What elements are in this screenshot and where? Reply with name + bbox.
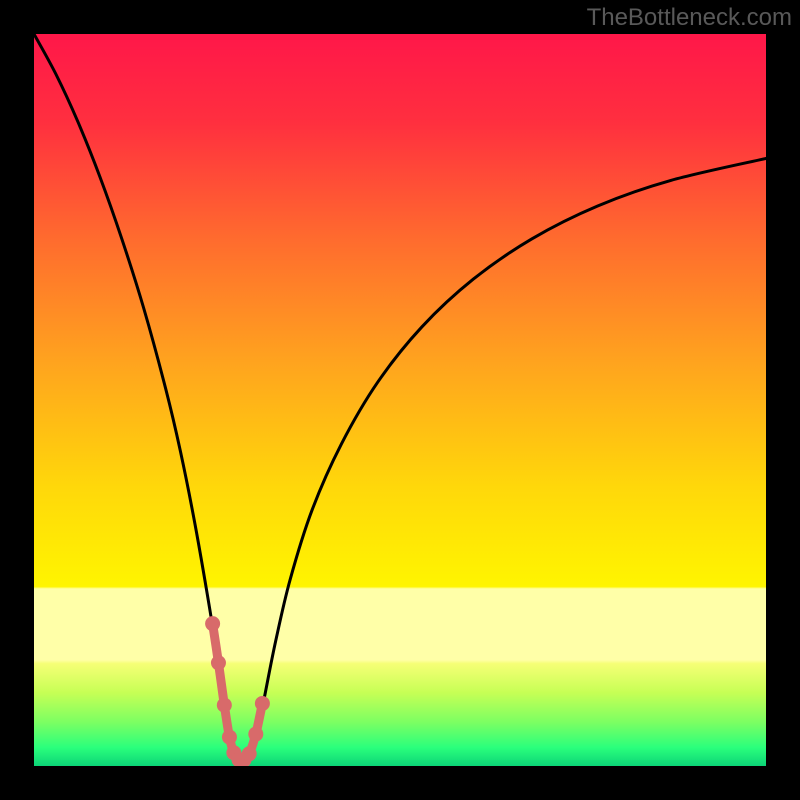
highlight-dot: [205, 616, 220, 631]
curve-layer: [34, 34, 766, 766]
watermark-text: TheBottleneck.com: [587, 4, 792, 32]
highlight-dot: [211, 655, 226, 670]
bottleneck-curve: [34, 34, 766, 765]
chart-frame: TheBottleneck.com: [0, 0, 800, 800]
highlight-dot: [222, 730, 237, 745]
highlight-dot: [217, 698, 232, 713]
highlight-dot: [248, 727, 263, 742]
highlight-dot: [255, 696, 270, 711]
highlight-dot: [242, 746, 257, 761]
plot-area: [34, 34, 766, 766]
